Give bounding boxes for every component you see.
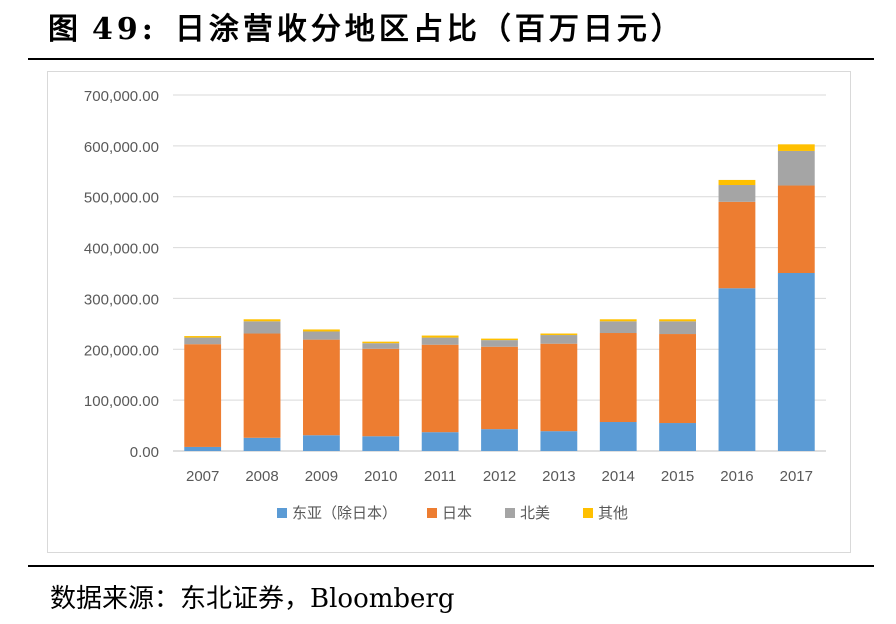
bar-segment-2: [303, 331, 340, 340]
x-tick-label: 2012: [483, 468, 516, 485]
x-tick-label: 2016: [720, 468, 753, 485]
y-tick-label: 200,000.00: [84, 342, 159, 359]
bar-segment-3: [243, 319, 281, 322]
bar-segment-3: [718, 179, 756, 186]
bar-segment-0: [362, 436, 400, 451]
top-rule: [28, 58, 874, 60]
y-tick-label: 100,000.00: [84, 393, 159, 410]
bar-segment-3: [481, 338, 518, 341]
bar-segment-1: [421, 344, 459, 433]
bar-segment-0: [540, 431, 578, 451]
bar-segment-0: [718, 288, 756, 451]
bar-segment-3: [777, 144, 815, 151]
bar-segment-1: [718, 201, 756, 289]
bottom-rule: [28, 565, 874, 567]
y-tick-label: 400,000.00: [84, 241, 159, 258]
x-tick-label: 2008: [245, 468, 278, 485]
bar-segment-0: [599, 422, 637, 451]
figure-title: 图 49: 日涂营收分地区占比（百万日元）: [48, 6, 685, 54]
stacked-bar-chart: 0.00 100,000.00 200,000.00 300,000.00 400,00…: [84, 88, 826, 522]
x-tick-label: 2007: [186, 468, 219, 485]
bar-segment-1: [599, 333, 637, 423]
y-tick-label: 300,000.00: [84, 291, 159, 308]
figure-caption: 日涂营收分地区占比（百万日元）: [174, 12, 685, 47]
bar-segment-0: [184, 446, 222, 451]
bar-segment-3: [303, 329, 340, 332]
x-tick-label: 2017: [780, 468, 813, 485]
bar-segment-1: [184, 344, 222, 447]
bar-segment-0: [421, 432, 459, 451]
bar-segment-0: [303, 435, 340, 451]
bar-segment-3: [184, 336, 222, 338]
legend-swatch-0: [277, 508, 287, 518]
y-tick-label: 0.00: [130, 444, 159, 461]
bar-segment-1: [303, 339, 340, 436]
figure-number: 49:: [92, 12, 157, 47]
bar-segment-2: [243, 321, 281, 334]
bar-segment-2: [421, 337, 459, 345]
bar-segment-3: [421, 335, 459, 338]
bar-segment-0: [243, 437, 281, 451]
legend-swatch-3: [583, 508, 593, 518]
bar-segment-0: [659, 423, 696, 451]
legend-label-2: 北美: [520, 504, 550, 522]
legend-swatch-2: [505, 508, 515, 518]
y-tick-label: 700,000.00: [84, 88, 159, 105]
legend-label-3: 其他: [598, 504, 628, 522]
x-tick-label: 2011: [424, 468, 456, 485]
chart-area: 0.00 100,000.00 200,000.00 300,000.00 400,00…: [47, 71, 851, 553]
bar-segment-1: [362, 348, 400, 437]
bar-segment-2: [540, 335, 578, 344]
figure-label: 图: [48, 12, 82, 47]
bar-segment-3: [362, 341, 400, 344]
legend-label-0: 东亚（除日本）: [292, 504, 397, 522]
y-tick-label: 600,000.00: [84, 139, 159, 156]
bar-segment-2: [777, 150, 815, 186]
bar-segment-2: [481, 340, 518, 347]
x-tick-label: 2013: [542, 468, 575, 485]
bar-segment-1: [659, 334, 696, 424]
bar-segment-1: [243, 333, 281, 438]
x-tick-label: 2014: [602, 468, 635, 485]
x-tick-label: 2010: [364, 468, 397, 485]
bar-segment-3: [599, 319, 637, 322]
bar-segment-2: [599, 321, 637, 334]
bar-segment-1: [481, 346, 518, 430]
bar-segment-2: [184, 337, 222, 345]
legend-swatch-1: [427, 508, 437, 518]
bar-segment-2: [718, 185, 756, 202]
bar-segment-2: [362, 343, 400, 349]
bar-segment-3: [540, 333, 578, 336]
bar-segment-0: [777, 273, 815, 451]
x-tick-label: 2015: [661, 468, 694, 485]
bar-segment-0: [481, 429, 518, 451]
bar-segment-1: [777, 185, 815, 273]
source-note: 数据来源：东北证券，Bloomberg: [50, 584, 455, 614]
bar-segment-3: [659, 319, 696, 322]
y-tick-label: 500,000.00: [84, 190, 159, 207]
bar-segment-1: [540, 343, 578, 432]
legend-label-1: 日本: [442, 504, 472, 522]
x-tick-label: 2009: [305, 468, 338, 485]
bar-segment-2: [659, 321, 696, 335]
